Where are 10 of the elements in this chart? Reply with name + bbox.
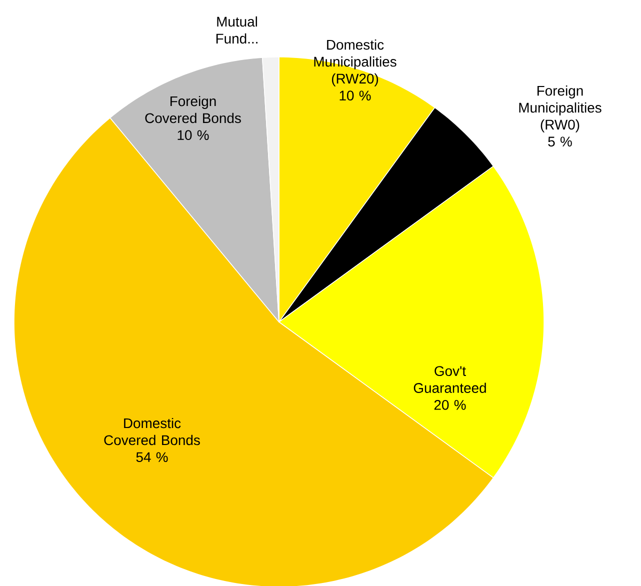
slice-label: Foreign Covered Bonds <box>145 96 241 124</box>
slice-label: Foreign Municipalities (RW0) <box>519 85 602 132</box>
slice-label: Domestic Covered Bonds <box>104 418 200 446</box>
data-label: 5 % <box>548 136 572 147</box>
data-label: 10 % <box>340 90 371 101</box>
data-label: 54 % <box>136 452 168 462</box>
slice-label: Mutual Fund... <box>216 16 258 44</box>
data-label: 10 % <box>178 130 209 140</box>
data-label: 20 % <box>434 400 466 410</box>
slice-label: Gov't Guaranteed <box>414 366 486 393</box>
